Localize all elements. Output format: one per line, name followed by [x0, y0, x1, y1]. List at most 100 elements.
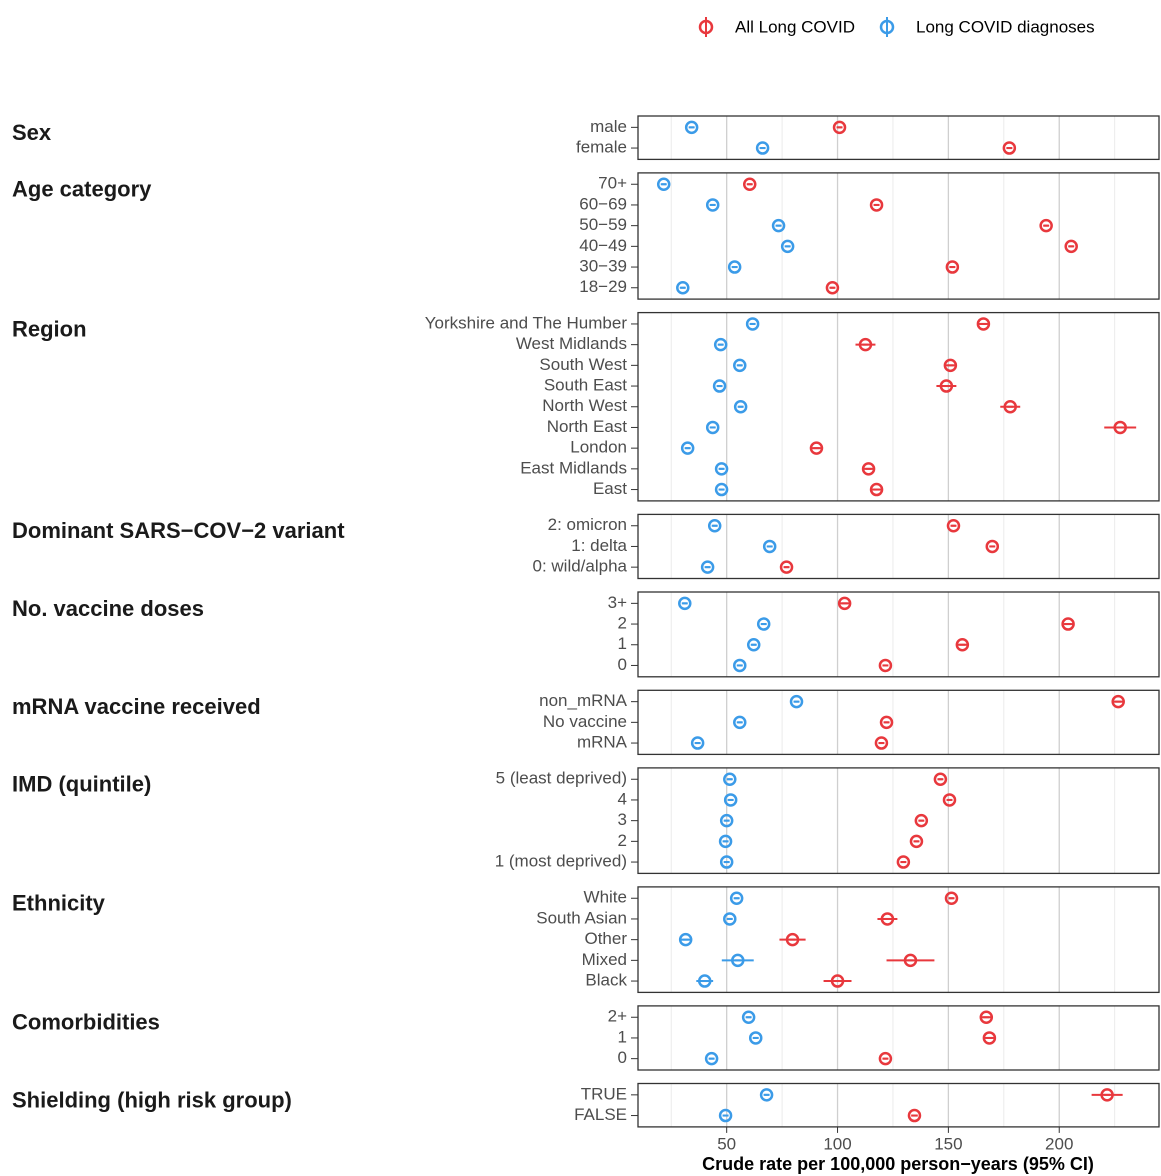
category-label: 5 (least deprived)	[496, 769, 627, 788]
point	[733, 358, 747, 373]
panel-border	[637, 115, 1160, 161]
panel-border	[637, 172, 1160, 300]
category-label: South West	[539, 355, 627, 374]
category-label: non_mRNA	[539, 691, 628, 710]
point	[733, 400, 748, 414]
point	[837, 596, 852, 611]
point	[869, 482, 884, 497]
point	[944, 891, 959, 905]
point	[945, 260, 960, 274]
point	[713, 337, 728, 352]
category-label: 2	[618, 614, 627, 633]
point	[723, 772, 737, 786]
point	[943, 358, 958, 373]
category-label: 3+	[608, 593, 627, 612]
point	[704, 1051, 719, 1066]
point	[1003, 400, 1017, 414]
point	[680, 441, 695, 455]
point	[1113, 420, 1127, 435]
panel-title: IMD (quintile)	[12, 772, 151, 797]
category-label: North East	[547, 417, 628, 436]
point	[942, 793, 957, 807]
x-axis-label: Crude rate per 100,000 person−years (95%…	[702, 1154, 1094, 1174]
x-tick-label: 100	[823, 1134, 851, 1153]
point	[939, 379, 954, 393]
panel-title: Shielding (high risk group)	[12, 1087, 292, 1112]
point	[731, 953, 745, 968]
point	[712, 379, 727, 393]
category-label: 30−39	[579, 257, 627, 276]
point	[896, 855, 911, 869]
panel-border	[637, 767, 1160, 875]
category-label: female	[576, 138, 627, 157]
category-label: East Midlands	[520, 458, 627, 477]
panel-border	[637, 311, 1160, 502]
point	[1039, 218, 1053, 233]
point	[982, 1031, 997, 1045]
x-tick-label: 200	[1045, 1134, 1073, 1153]
point	[718, 1108, 733, 1123]
panel-title: mRNA vaccine received	[12, 694, 261, 719]
point	[700, 560, 715, 574]
point	[656, 177, 671, 191]
category-label: South East	[544, 376, 627, 395]
point	[759, 1088, 774, 1102]
category-label: East	[593, 479, 627, 498]
point	[825, 281, 840, 295]
point	[723, 912, 737, 926]
point	[714, 482, 729, 497]
point	[707, 519, 722, 533]
point	[714, 462, 729, 476]
point	[909, 834, 924, 849]
point	[869, 198, 884, 212]
point	[719, 813, 734, 828]
point	[879, 715, 894, 730]
point	[748, 1031, 763, 1045]
point	[914, 813, 929, 828]
point	[779, 560, 794, 574]
point	[979, 1010, 994, 1024]
point	[1111, 694, 1125, 709]
point	[1061, 617, 1075, 631]
panel-title: Ethnicity	[12, 891, 106, 916]
point	[690, 736, 705, 750]
point	[861, 462, 876, 476]
panel-title: Age category	[12, 177, 152, 202]
point	[946, 519, 961, 533]
point	[678, 596, 692, 611]
category-label: North West	[542, 396, 627, 415]
category-label: 2: omicron	[548, 515, 627, 534]
point	[809, 441, 824, 455]
panel-border	[637, 513, 1160, 580]
point	[756, 617, 771, 631]
point	[746, 638, 761, 652]
category-label: Black	[585, 971, 627, 990]
point	[785, 932, 800, 947]
category-label: 70+	[598, 174, 627, 193]
point	[771, 218, 786, 233]
category-label: 1: delta	[571, 536, 627, 555]
point	[878, 658, 893, 673]
category-label: 0	[618, 1048, 627, 1067]
panel-border	[637, 689, 1160, 756]
point	[676, 281, 690, 295]
category-label: 0	[618, 655, 627, 674]
point	[762, 539, 777, 554]
category-label: Yorkshire and The Humber	[425, 313, 628, 332]
panel-border	[637, 1005, 1160, 1071]
category-label: 1	[618, 634, 627, 653]
point	[684, 120, 699, 135]
panel-border	[637, 591, 1160, 678]
point	[705, 420, 720, 435]
category-label: male	[590, 117, 627, 136]
point	[697, 974, 712, 988]
point	[780, 239, 795, 254]
category-label: South Asian	[536, 908, 627, 927]
panel-border	[637, 1082, 1160, 1128]
panel-title: Dominant SARS−COV−2 variant	[12, 518, 345, 543]
point	[1064, 239, 1078, 254]
point	[718, 834, 733, 849]
point	[755, 141, 770, 155]
panel-title: No. vaccine doses	[12, 596, 204, 621]
point	[880, 912, 895, 926]
